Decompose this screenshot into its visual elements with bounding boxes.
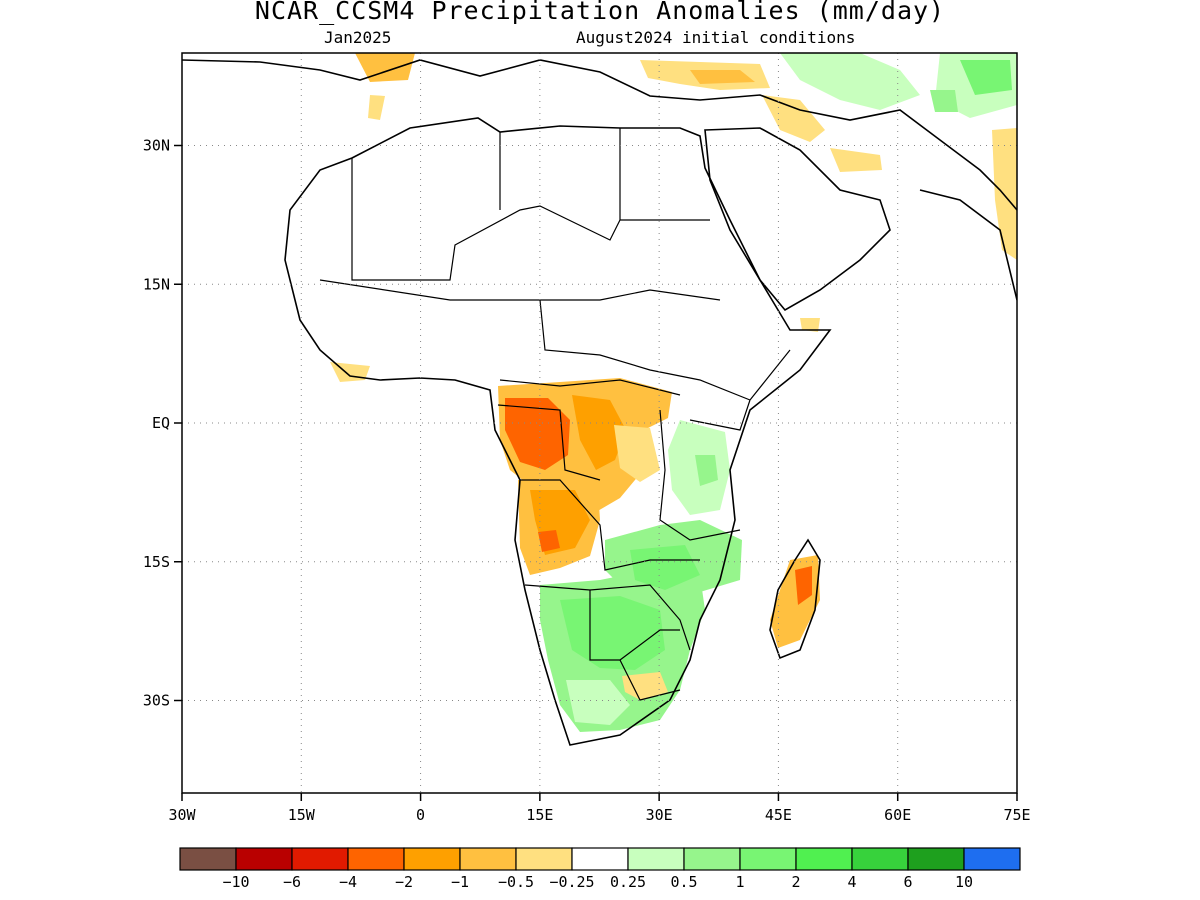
lon-tick-label: 15E	[526, 806, 553, 824]
colorbar-swatch	[403, 847, 461, 871]
lat-tick-label: EQ	[152, 414, 170, 432]
lon-tick-label: 60E	[884, 806, 911, 824]
colorbar-label: 10	[955, 873, 973, 891]
lon-tick-label: 75E	[1003, 806, 1030, 824]
colorbar-swatch	[179, 847, 237, 871]
colorbar-swatch	[459, 847, 517, 871]
colorbar-swatch	[907, 847, 965, 871]
lon-tick-label: 45E	[765, 806, 792, 824]
colorbar-swatch	[851, 847, 909, 871]
colorbar-label: 4	[847, 873, 856, 891]
lat-tick-label: 30N	[143, 137, 170, 155]
colorbar-label: 0.25	[610, 873, 646, 891]
colorbar-swatch	[235, 847, 293, 871]
colorbar-swatch	[291, 847, 349, 871]
lat-tick-label: 15S	[143, 553, 170, 571]
colorbar-label: −1	[451, 873, 469, 891]
colorbar-swatch	[739, 847, 797, 871]
coastlines-and-borders	[182, 59, 1017, 746]
colorbar: −10 −6 −4 −2 −1 −0.5 −0.25 0.25 0.5 1 2 4 6 10	[179, 847, 1021, 891]
axes: 30N 15N EQ 15S 30S 30W 15W 0 15E 30E 45E 60E 75E	[143, 137, 1031, 825]
colorbar-label: −2	[395, 873, 413, 891]
colorbar-label: −6	[283, 873, 301, 891]
lon-tick-label: 30W	[168, 806, 196, 824]
colorbar-label: −0.5	[498, 873, 534, 891]
initial-conditions: August2024 initial conditions	[576, 28, 856, 47]
colorbar-label: −4	[339, 873, 357, 891]
colorbar-swatch	[795, 847, 853, 871]
colorbar-swatch	[627, 847, 685, 871]
colorbar-swatch	[963, 847, 1021, 871]
lat-tick-label: 30S	[143, 692, 170, 710]
colorbar-swatch	[347, 847, 405, 871]
colorbar-label: −0.25	[549, 873, 594, 891]
colorbar-label: 1	[735, 873, 744, 891]
colorbar-swatch	[683, 847, 741, 871]
lon-tick-label: 30E	[646, 806, 673, 824]
lon-tick-label: 15W	[288, 806, 316, 824]
colorbar-label: −10	[222, 873, 249, 891]
forecast-month: Jan2025	[324, 28, 392, 47]
lon-tick-label: 0	[416, 806, 425, 824]
colorbar-swatch	[571, 847, 629, 871]
colorbar-label: 2	[791, 873, 800, 891]
colorbar-swatch	[515, 847, 573, 871]
lat-tick-label: 15N	[143, 275, 170, 293]
colorbar-label: 0.5	[670, 873, 697, 891]
colorbar-label: 6	[903, 873, 912, 891]
chart-title: NCAR_CCSM4 Precipitation Anomalies (mm/d…	[254, 0, 946, 25]
